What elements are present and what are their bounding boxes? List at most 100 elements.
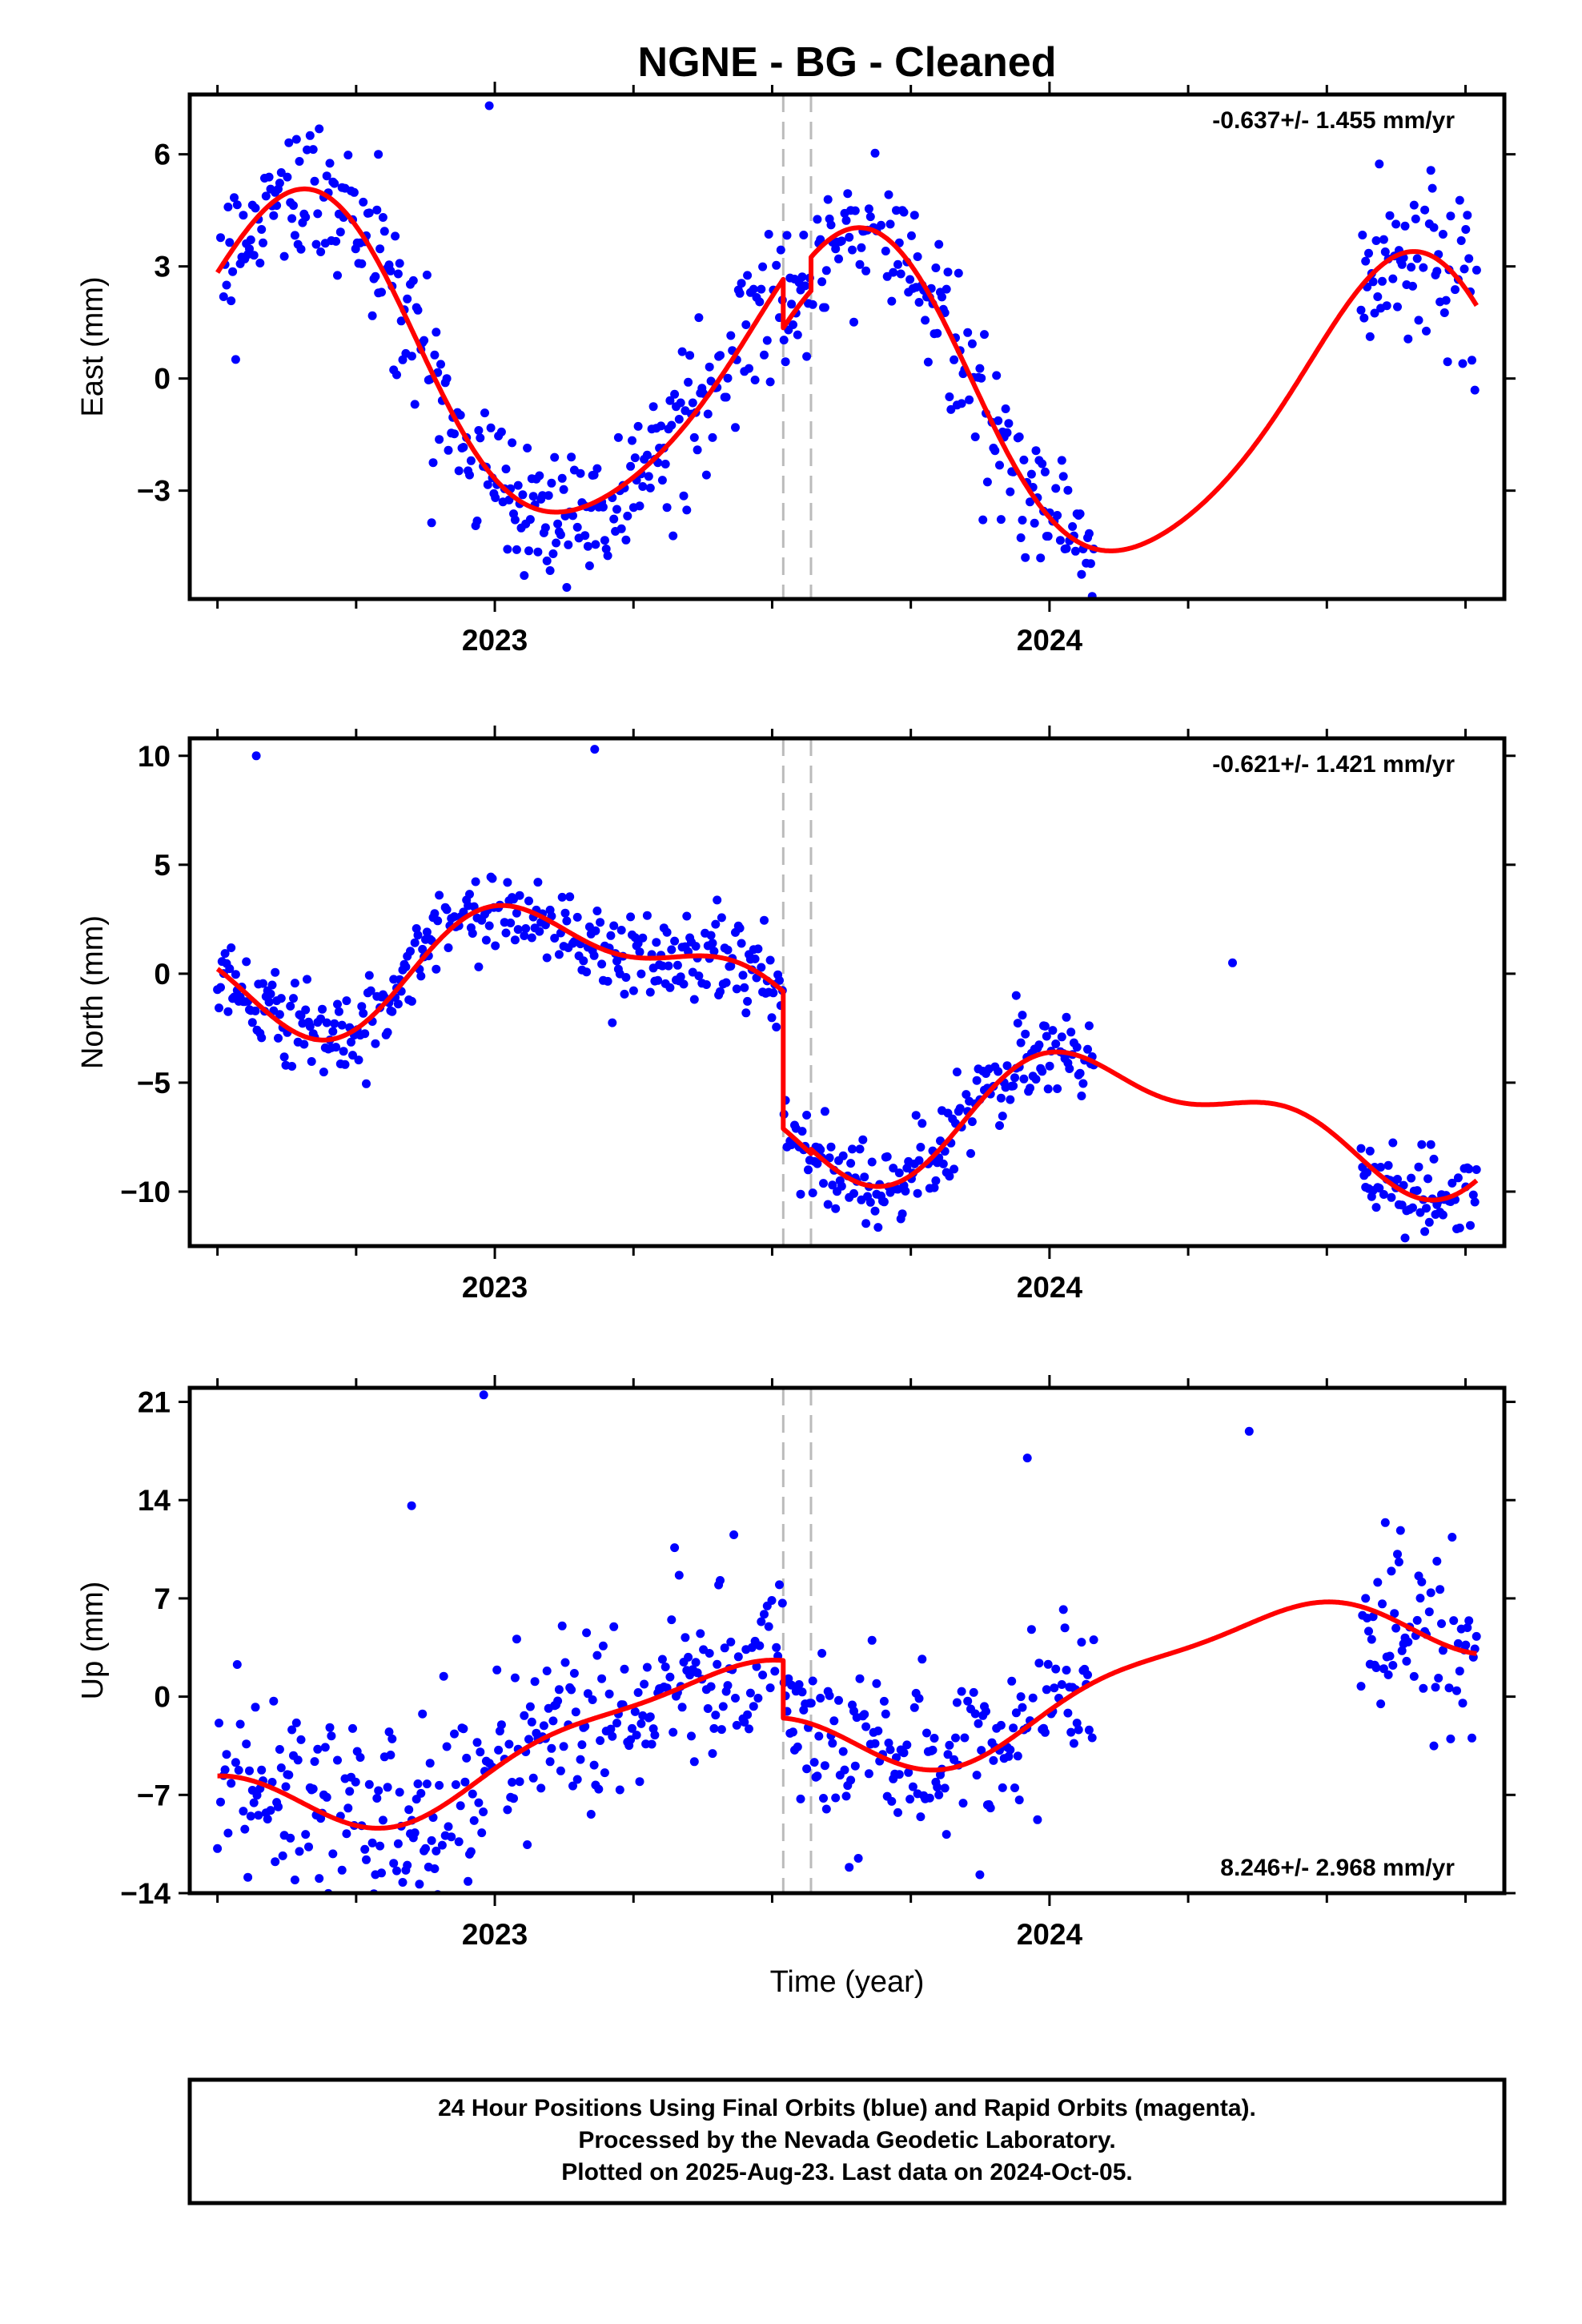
data-point: [480, 408, 489, 418]
data-point: [287, 214, 297, 223]
rate-label: 8.246+/- 2.968 mm/yr: [1220, 1855, 1455, 1881]
data-point: [995, 460, 1004, 470]
data-point: [907, 231, 916, 240]
data-point: [290, 1876, 299, 1884]
data-point: [911, 1111, 921, 1120]
data-point: [592, 1651, 602, 1660]
data-point: [1414, 1162, 1423, 1172]
data-point: [889, 1164, 898, 1173]
data-point: [553, 519, 563, 529]
data-point: [1400, 1233, 1410, 1243]
data-point: [870, 148, 880, 158]
data-point: [1409, 1671, 1419, 1681]
data-point: [275, 179, 284, 188]
data-point: [1084, 529, 1094, 538]
data-point: [873, 1726, 883, 1735]
data-point: [628, 1723, 636, 1733]
data-point: [416, 971, 426, 981]
data-point: [642, 1663, 652, 1672]
data-point: [621, 535, 631, 545]
data-point: [442, 1742, 452, 1751]
data-point: [1399, 1180, 1408, 1190]
data-point: [701, 980, 711, 989]
data-point: [843, 189, 853, 199]
data-point: [689, 432, 699, 442]
data-point: [1011, 991, 1021, 1000]
data-point: [684, 377, 693, 387]
data-point: [908, 1782, 917, 1791]
data-point: [389, 1859, 399, 1868]
data-point: [597, 959, 607, 969]
data-point: [708, 432, 717, 442]
data-point: [858, 1135, 868, 1144]
data-point: [946, 404, 956, 414]
data-point: [1472, 1165, 1481, 1174]
data-point: [848, 245, 857, 255]
data-point: [713, 1659, 722, 1669]
data-point: [708, 1749, 717, 1759]
data-point: [515, 891, 524, 900]
data-point: [331, 1043, 341, 1052]
data-point: [547, 478, 556, 488]
data-point: [731, 1694, 740, 1703]
data-point: [740, 983, 749, 992]
data-point: [530, 1677, 540, 1687]
data-point: [600, 1768, 609, 1778]
data-point: [598, 1641, 608, 1651]
data-point: [222, 280, 231, 290]
data-point: [319, 1068, 328, 1077]
data-point: [838, 1747, 848, 1756]
north-panel: −10 −5 0 5 10 2023 2024 North (mm) -0.621+/- 1.4…: [76, 726, 1516, 1304]
data-point: [335, 227, 345, 237]
data-point: [753, 1694, 763, 1703]
data-point: [1364, 1626, 1373, 1636]
data-point: [524, 546, 533, 556]
data-point: [644, 472, 653, 481]
data-point: [992, 371, 1002, 380]
data-point: [667, 945, 677, 955]
data-point: [1439, 308, 1449, 317]
data-point: [222, 1750, 231, 1759]
data-point: [287, 1725, 297, 1735]
data-point: [584, 561, 594, 570]
data-point: [716, 987, 725, 996]
y-tick-label: 21: [138, 1386, 171, 1419]
data-point: [1013, 1019, 1022, 1028]
data-point: [1002, 1061, 1012, 1071]
data-point: [1434, 1674, 1443, 1683]
data-point: [743, 1710, 753, 1719]
data-point: [769, 988, 778, 998]
data-point: [1016, 533, 1026, 542]
data-point: [804, 1165, 813, 1175]
data-point: [459, 1724, 468, 1734]
x-tick-label: 2024: [1017, 1271, 1083, 1304]
data-point: [430, 1864, 440, 1873]
data-point: [576, 468, 585, 478]
data-point: [853, 1854, 863, 1863]
data-point: [1382, 301, 1391, 311]
data-point: [861, 266, 871, 275]
y-tick-label: −3: [137, 475, 171, 508]
data-point: [951, 1733, 960, 1743]
data-point: [343, 1803, 353, 1813]
data-point: [645, 483, 655, 493]
data-point: [296, 1011, 306, 1020]
data-point: [732, 984, 741, 994]
data-point: [1060, 1623, 1070, 1633]
data-point: [290, 231, 299, 240]
data-point: [1412, 1615, 1422, 1625]
data-point: [447, 1832, 456, 1842]
data-point: [1393, 1175, 1402, 1184]
data-point: [642, 911, 652, 920]
data-point: [442, 905, 452, 915]
data-point: [1388, 1138, 1398, 1148]
data-point: [1361, 256, 1371, 266]
data-point: [1014, 1795, 1024, 1805]
data-point: [395, 1787, 404, 1797]
data-point: [930, 1734, 939, 1743]
data-point: [635, 947, 644, 957]
data-point: [855, 1144, 865, 1154]
data-point: [1452, 1686, 1461, 1695]
y-tick-label: −10: [120, 1176, 171, 1208]
data-point: [772, 1642, 781, 1652]
